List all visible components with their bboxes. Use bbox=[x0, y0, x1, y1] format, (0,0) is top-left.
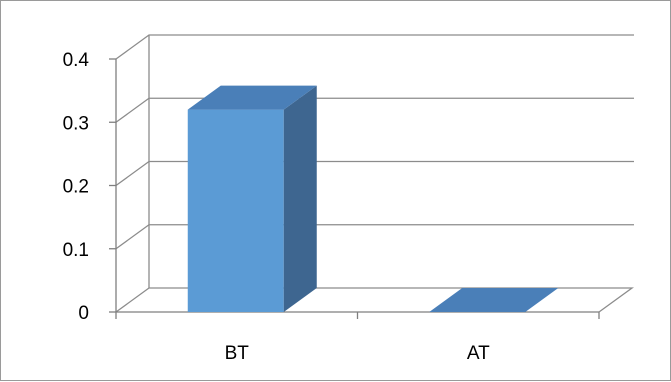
bar-top-face bbox=[187, 85, 317, 110]
bar-at bbox=[429, 288, 559, 312]
y-tick-label: 0.1 bbox=[63, 240, 89, 261]
y-tick-label: 0.2 bbox=[63, 177, 89, 198]
bar-front-face bbox=[187, 109, 284, 312]
label-layer: 0 0.1 0.2 0.3 0.4 BT AT bbox=[63, 50, 490, 364]
bar-bt bbox=[187, 85, 317, 312]
bar-top-face bbox=[429, 288, 559, 312]
gridline bbox=[115, 34, 634, 60]
y-tick-label: 0.4 bbox=[63, 50, 90, 71]
x-category-label: BT bbox=[225, 343, 250, 364]
y-tick-label: 0 bbox=[78, 303, 89, 324]
x-category-label: AT bbox=[467, 343, 490, 364]
axis-layer bbox=[109, 35, 600, 319]
y-tick-label: 0.3 bbox=[63, 113, 89, 134]
bar-side-face bbox=[283, 85, 317, 312]
floor-gridline bbox=[115, 287, 634, 313]
bar-layer bbox=[187, 85, 559, 312]
